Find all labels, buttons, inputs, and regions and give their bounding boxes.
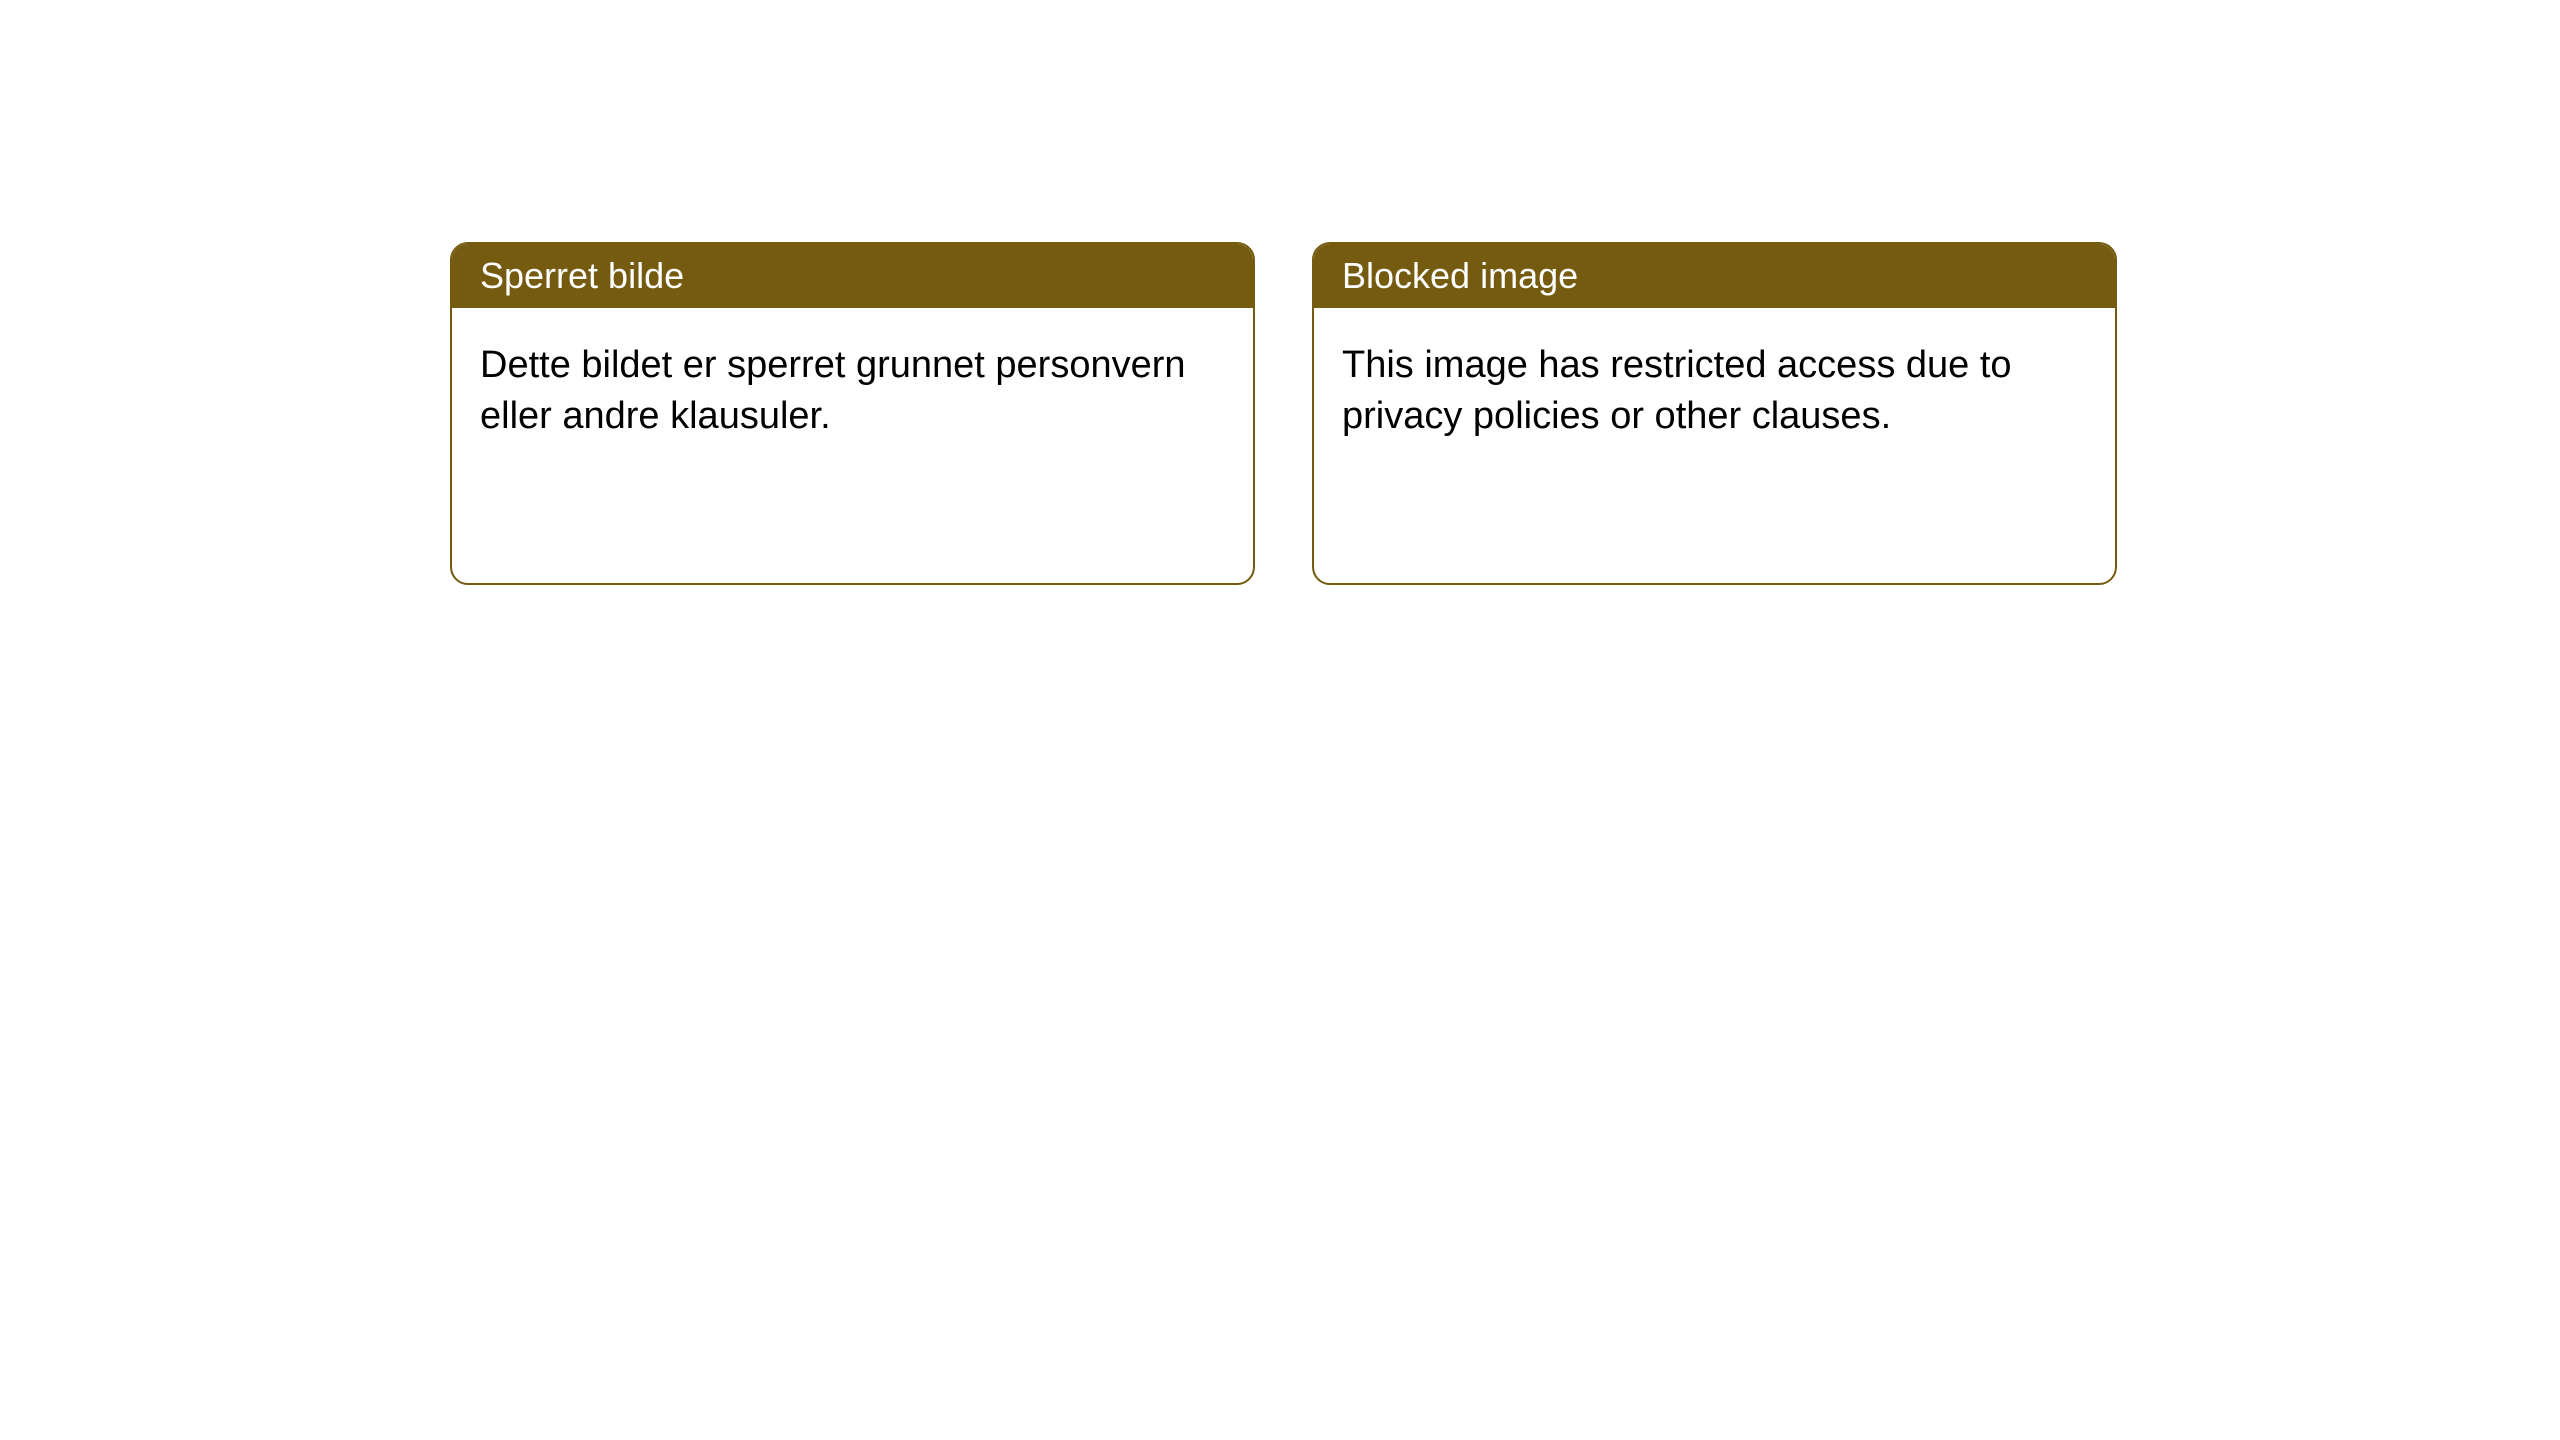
card-title: Blocked image	[1342, 255, 1578, 296]
card-header: Sperret bilde	[452, 244, 1253, 308]
card-body-text: This image has restricted access due to …	[1342, 344, 2012, 437]
cards-container: Sperret bilde Dette bildet er sperret gr…	[450, 242, 2560, 585]
info-card-norwegian: Sperret bilde Dette bildet er sperret gr…	[450, 242, 1255, 585]
card-title: Sperret bilde	[480, 255, 684, 296]
card-header: Blocked image	[1314, 244, 2115, 308]
info-card-english: Blocked image This image has restricted …	[1312, 242, 2117, 585]
card-body: Dette bildet er sperret grunnet personve…	[452, 308, 1253, 583]
card-body-text: Dette bildet er sperret grunnet personve…	[480, 344, 1186, 437]
card-body: This image has restricted access due to …	[1314, 308, 2115, 583]
